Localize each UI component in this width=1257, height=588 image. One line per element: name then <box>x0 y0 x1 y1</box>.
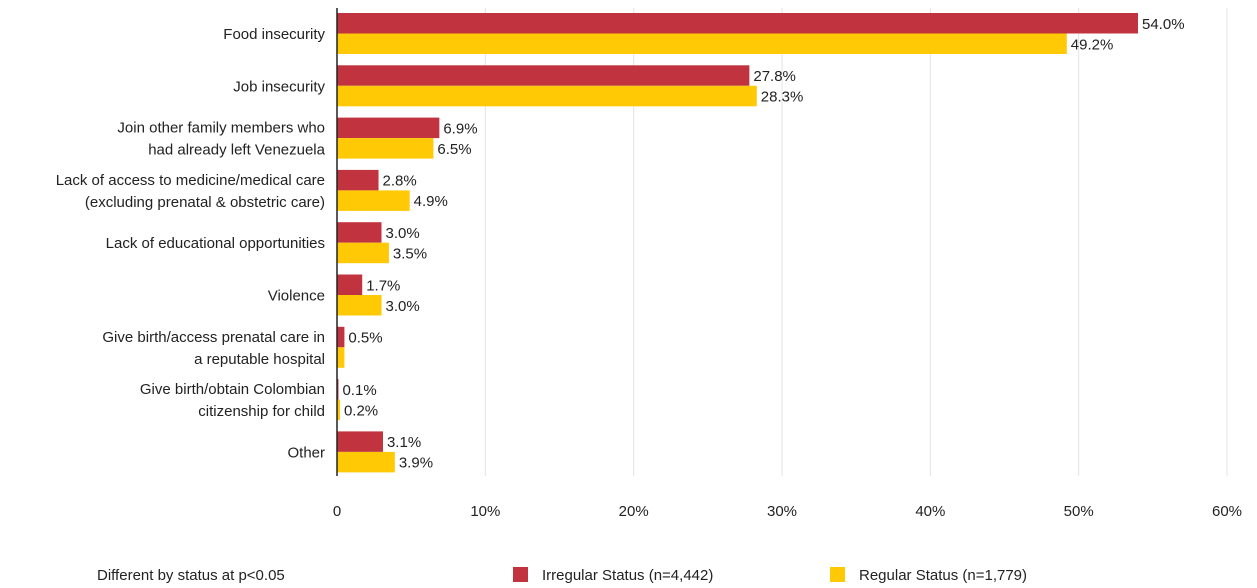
bar-regular <box>337 85 757 107</box>
data-label: 27.8% <box>753 68 796 85</box>
legend-label-irregular: Irregular Status (n=4,442) <box>542 567 714 584</box>
legend-swatch-irregular <box>513 567 528 582</box>
bar-irregular <box>337 274 363 295</box>
bar-regular <box>337 399 340 421</box>
category-label: a reputable hospital <box>194 351 325 368</box>
data-label: 0.2% <box>344 402 378 419</box>
x-tick-label: 40% <box>915 503 945 520</box>
x-tick-label: 30% <box>767 503 797 520</box>
x-tick-label: 60% <box>1212 503 1242 520</box>
data-label: 49.2% <box>1071 36 1114 53</box>
category-labels: Food insecurity Job insecurity Join other … <box>56 26 326 461</box>
legend-item-regular: Regular Status (n=1,779) <box>830 567 1027 585</box>
value-labels: 54.0% 49.2% 27.8% 28.3% 6.9% 6.5% 2.8% 4.9% 3.0%… <box>342 16 1184 472</box>
category-label: had already left Venezuela <box>148 142 325 159</box>
data-label: 0.5% <box>348 330 382 347</box>
category-label: Give birth/obtain Colombian <box>140 381 325 398</box>
category-label: (excluding prenatal & obstetric care) <box>85 194 325 211</box>
bar-regular <box>337 33 1067 54</box>
bar-regular <box>337 295 382 316</box>
footnote: Different by status at p<0.05 <box>97 567 285 585</box>
data-label: 2.8% <box>383 173 417 190</box>
legend-label-regular: Regular Status (n=1,779) <box>859 567 1028 584</box>
x-tick-label: 20% <box>619 503 649 520</box>
x-tick-label: 10% <box>470 503 500 520</box>
legend-swatch-regular <box>830 567 845 582</box>
bar-irregular <box>337 13 1138 34</box>
bar-regular <box>337 138 434 159</box>
data-label: 3.5% <box>393 245 427 262</box>
category-label: citizenship for child <box>198 403 325 420</box>
data-label: 4.9% <box>414 193 448 210</box>
data-label: 0.1% <box>342 382 376 399</box>
bar-regular <box>337 242 389 264</box>
category-label: Job insecurity <box>233 78 325 95</box>
data-label: 6.9% <box>443 120 477 137</box>
category-label: Give birth/access prenatal care in <box>102 329 325 346</box>
bar-irregular <box>337 326 345 348</box>
category-label: Join other family members who <box>117 120 325 137</box>
bar-irregular <box>337 65 750 86</box>
category-label: Other <box>287 444 325 461</box>
category-label: Lack of educational opportunities <box>106 235 325 252</box>
x-axis-tick-labels: 0 10% 20% 30% 40% 50% 60% <box>333 503 1242 520</box>
bar-irregular <box>337 431 383 452</box>
x-tick-label: 0 <box>333 503 341 520</box>
x-tick-label: 50% <box>1064 503 1094 520</box>
category-label: Violence <box>268 288 325 305</box>
data-label: 28.3% <box>761 89 804 106</box>
bars <box>337 13 1138 473</box>
category-label: Lack of access to medicine/medical care <box>56 172 325 189</box>
bar-irregular <box>337 169 379 191</box>
bar-irregular <box>337 222 382 243</box>
legend-item-irregular: Irregular Status (n=4,442) <box>513 567 713 585</box>
bar-irregular <box>337 117 440 139</box>
data-label: 54.0% <box>1142 16 1185 33</box>
data-label: 6.5% <box>437 141 471 158</box>
data-label: 3.0% <box>386 298 420 315</box>
data-label: 3.1% <box>387 434 421 451</box>
bar-regular <box>337 347 345 368</box>
footnote-text: Different by status at p<0.05 <box>97 567 285 584</box>
bar-regular <box>337 451 395 473</box>
data-label: 3.9% <box>399 455 433 472</box>
data-label: 3.0% <box>386 225 420 242</box>
category-label: Food insecurity <box>223 26 325 43</box>
bar-regular <box>337 190 410 211</box>
data-label: 1.7% <box>366 277 400 294</box>
